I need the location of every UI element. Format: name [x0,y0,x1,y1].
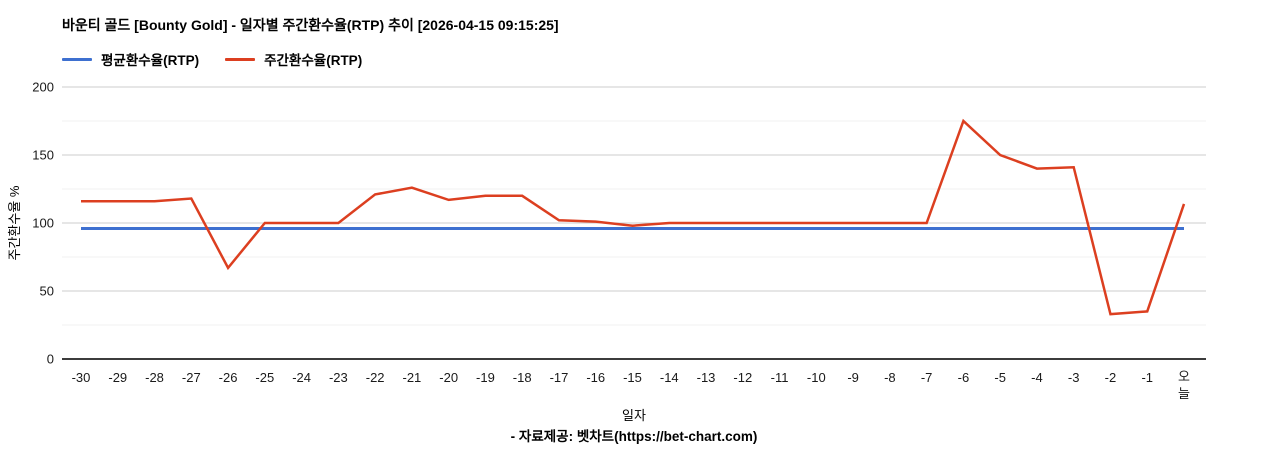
x-tick-label: -11 [771,370,789,385]
y-tick-label: 150 [32,148,54,163]
legend-item-average: 평균환수율(RTP) [62,49,199,69]
x-tick-label: -2 [1105,370,1117,385]
x-tick-label: -23 [329,370,348,385]
x-tick-label: -30 [72,370,91,385]
x-tick-label: -24 [292,370,311,385]
x-tick-label: -7 [921,370,933,385]
legend-label-average: 평균환수율(RTP) [101,53,200,68]
x-tick-label: -15 [623,370,642,385]
x-axis-title: 일자 [622,408,646,423]
y-tick-label: 100 [32,216,54,231]
x-tick-label: -6 [958,370,970,385]
legend-item-weekly: 주간환수율(RTP) [225,49,362,69]
x-tick-label: -18 [513,370,532,385]
average-line-swatch-icon [62,57,92,61]
x-tick-label: -22 [366,370,385,385]
x-tick-label: -26 [219,370,238,385]
chart-legend: 평균환수율(RTP) 주간환수율(RTP) [62,49,362,69]
x-tick-label: -27 [182,370,201,385]
x-tick-label: -5 [994,370,1006,385]
x-tick-label: -17 [550,370,569,385]
x-tick-label: -29 [108,370,127,385]
x-tick-label: -20 [439,370,458,385]
x-tick-label: -21 [403,370,422,385]
x-tick-label: -14 [660,370,679,385]
x-tick-label: -25 [255,370,274,385]
y-tick-label: 0 [47,352,54,367]
x-tick-label: -10 [807,370,826,385]
x-tick-label: -9 [847,370,859,385]
series-line-weekly-rtp [81,118,1186,316]
data-source-credit: - 자료제공: 벳차트(https://bet-chart.com) [510,429,758,444]
y-axis-title: 주간환수율 % [7,185,22,260]
weekly-line-swatch-icon [225,57,256,61]
x-tick-label: -4 [1031,370,1043,385]
x-tick-label: -16 [586,370,605,385]
y-tick-label: 200 [32,80,54,95]
x-tick-label: -13 [697,370,716,385]
x-tick-label: -8 [884,370,896,385]
x-tick-label: -1 [1141,370,1153,385]
legend-label-weekly: 주간환수율(RTP) [264,53,363,68]
x-tick-label: -19 [476,370,495,385]
x-tick-label: -12 [733,370,752,385]
x-tick-label: -28 [145,370,164,385]
x-tick-label: -3 [1068,370,1080,385]
chart-title: 바운티 골드 [Bounty Gold] - 일자별 주간환수율(RTP) 추이… [62,17,559,33]
y-tick-label: 50 [40,284,54,299]
